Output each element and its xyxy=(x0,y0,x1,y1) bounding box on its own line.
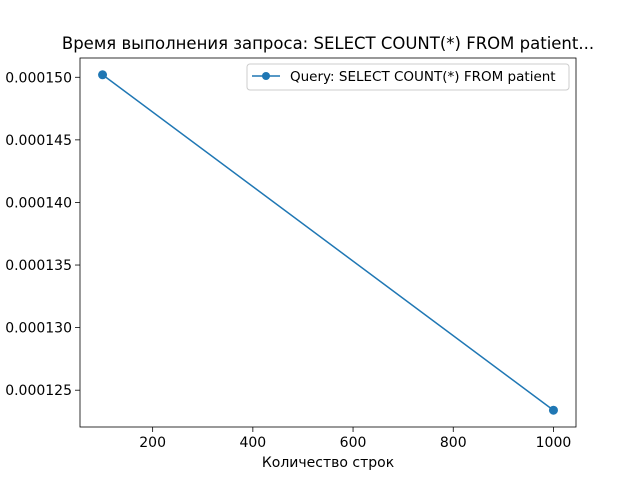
y-tick-label: 0.000130 xyxy=(5,321,72,337)
x-tick-label: 1000 xyxy=(536,435,572,451)
data-point xyxy=(548,405,558,415)
chart-title: Время выполнения запроса: SELECT COUNT(*… xyxy=(62,34,594,53)
y-tick-label: 0.000140 xyxy=(5,195,72,211)
legend: Query: SELECT COUNT(*) FROM patient xyxy=(246,63,570,91)
x-tick-label: 600 xyxy=(340,435,367,451)
y-tick-label: 0.000145 xyxy=(5,133,72,149)
x-tick-label: 800 xyxy=(440,435,467,451)
series-layer xyxy=(98,70,558,415)
y-tick-label: 0.000150 xyxy=(5,70,72,86)
y-tick-label: 0.000135 xyxy=(5,258,72,274)
legend-box xyxy=(246,63,570,91)
axes-frame xyxy=(79,57,577,428)
series-line xyxy=(102,74,554,411)
data-point xyxy=(98,70,108,80)
legend-entry-label: Query: SELECT COUNT(*) FROM patient xyxy=(290,69,556,85)
x-tick-label: 200 xyxy=(139,435,166,451)
plot-area xyxy=(79,57,577,428)
legend-marker-swatch xyxy=(262,72,270,80)
y-tick-label: 0.000125 xyxy=(5,383,72,399)
x-axis-label: Количество строк xyxy=(262,455,394,471)
y-axis-ticks: 0.000125 0.000130 0.000135 0.000140 0.000145… xyxy=(5,70,80,399)
x-axis-ticks: 200 400 600 800 1000 xyxy=(139,427,571,451)
x-tick-label: 400 xyxy=(239,435,266,451)
